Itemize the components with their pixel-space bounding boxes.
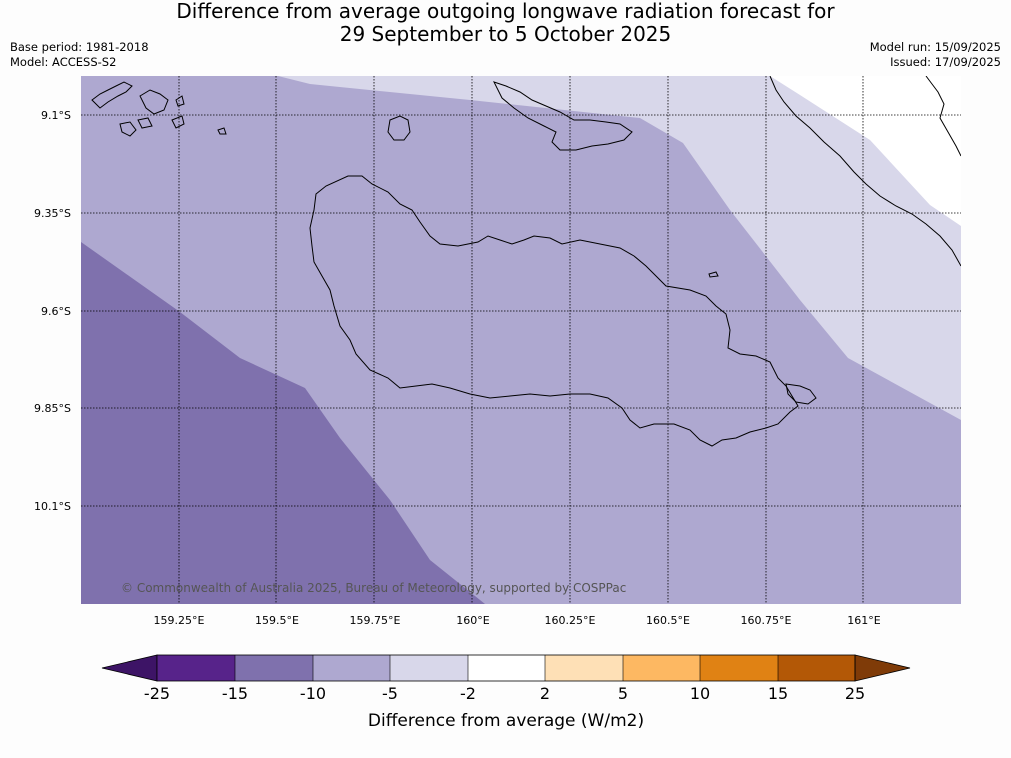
coast-malaita: [769, 76, 961, 267]
model-name: Model: ACCESS-S2: [10, 55, 117, 69]
coastlines: [91, 76, 961, 447]
meta-left: Base period: 1981-2018 Model: ACCESS-S2: [10, 40, 149, 70]
colorbar-tick: -10: [300, 684, 326, 703]
title-line-1: Difference from average outgoing longwav…: [176, 0, 835, 23]
region-white-topright: [770, 76, 961, 226]
lat-label: 9.35°S: [34, 207, 71, 220]
colorbar-tick: -5: [382, 684, 398, 703]
colorbar-tick: -25: [144, 684, 170, 703]
lon-label: 160.5°E: [646, 614, 690, 627]
colorbar-bin: [390, 655, 468, 681]
colorbar: -25 -15 -10 -5 -2 2 5 10 15 25 Differenc…: [101, 654, 911, 731]
coast-russell-islands: [91, 81, 227, 137]
map-panel: © Commonwealth of Australia 2025, Bureau…: [81, 76, 961, 604]
colorbar-bin: [700, 655, 778, 681]
lon-label: 160°E: [456, 614, 489, 627]
coast-florida-islands: [493, 81, 633, 151]
graticule: [81, 76, 961, 604]
lat-label: 10.1°S: [34, 500, 71, 513]
title-line-2: 29 September to 5 October 2025: [339, 22, 672, 46]
lon-label: 159.5°E: [255, 614, 299, 627]
colorbar-tick: 15: [768, 684, 788, 703]
colorbar-tick: 10: [690, 684, 710, 703]
colorbar-bin: [623, 655, 700, 681]
colorbar-tick: 25: [845, 684, 865, 703]
colorbar-title: Difference from average (W/m2): [368, 711, 644, 731]
coast-guadalcanal: [309, 175, 799, 447]
lon-label: 161°E: [847, 614, 880, 627]
issued-date: Issued: 17/09/2025: [890, 55, 1001, 69]
colorbar-bin: [778, 655, 855, 681]
lon-label: 160.25°E: [545, 614, 596, 627]
colorbar-bin: [313, 655, 390, 681]
base-period: Base period: 1981-2018: [10, 40, 149, 54]
coast-small-islet: [708, 271, 719, 278]
map-title: Difference from average outgoing longwav…: [0, 0, 1011, 46]
colorbar-extend-high: [854, 654, 911, 682]
model-run: Model run: 15/09/2025: [869, 40, 1001, 54]
colorbar-tick: -2: [460, 684, 476, 703]
colorbar-frame: [156, 654, 856, 682]
copyright-note: © Commonwealth of Australia 2025, Bureau…: [121, 581, 626, 595]
colorbar-bin: [545, 655, 623, 681]
lat-label: 9.85°S: [34, 402, 71, 415]
colorbar-bin: [157, 655, 235, 681]
lat-label: 9.6°S: [41, 305, 71, 318]
lon-label: 160.75°E: [741, 614, 792, 627]
region-minus15-to-minus10: [81, 242, 485, 604]
colorbar-tick: -15: [222, 684, 248, 703]
coast-savo-island: [387, 115, 411, 141]
region-minus5-to-minus2: [278, 76, 961, 420]
coast-marau-islands: [785, 383, 817, 405]
colorbar-bin: [235, 655, 313, 681]
lat-label: 9.1°S: [41, 109, 71, 122]
lat-labels: 9.1°S 9.35°S 9.6°S 9.85°S 10.1°S: [34, 109, 71, 513]
lon-label: 159.25°E: [154, 614, 205, 627]
lon-label: 159.75°E: [350, 614, 401, 627]
colorbar-extend-low: [101, 654, 158, 682]
colorbar-tick: 2: [540, 684, 550, 703]
colorbar-tick: 5: [618, 684, 628, 703]
coast-malaita-north: [925, 76, 961, 157]
lon-labels: 159.25°E 159.5°E 159.75°E 160°E 160.25°E…: [154, 614, 881, 627]
colorbar-bin: [468, 655, 545, 681]
meta-right: Model run: 15/09/2025 Issued: 17/09/2025: [870, 40, 1001, 70]
